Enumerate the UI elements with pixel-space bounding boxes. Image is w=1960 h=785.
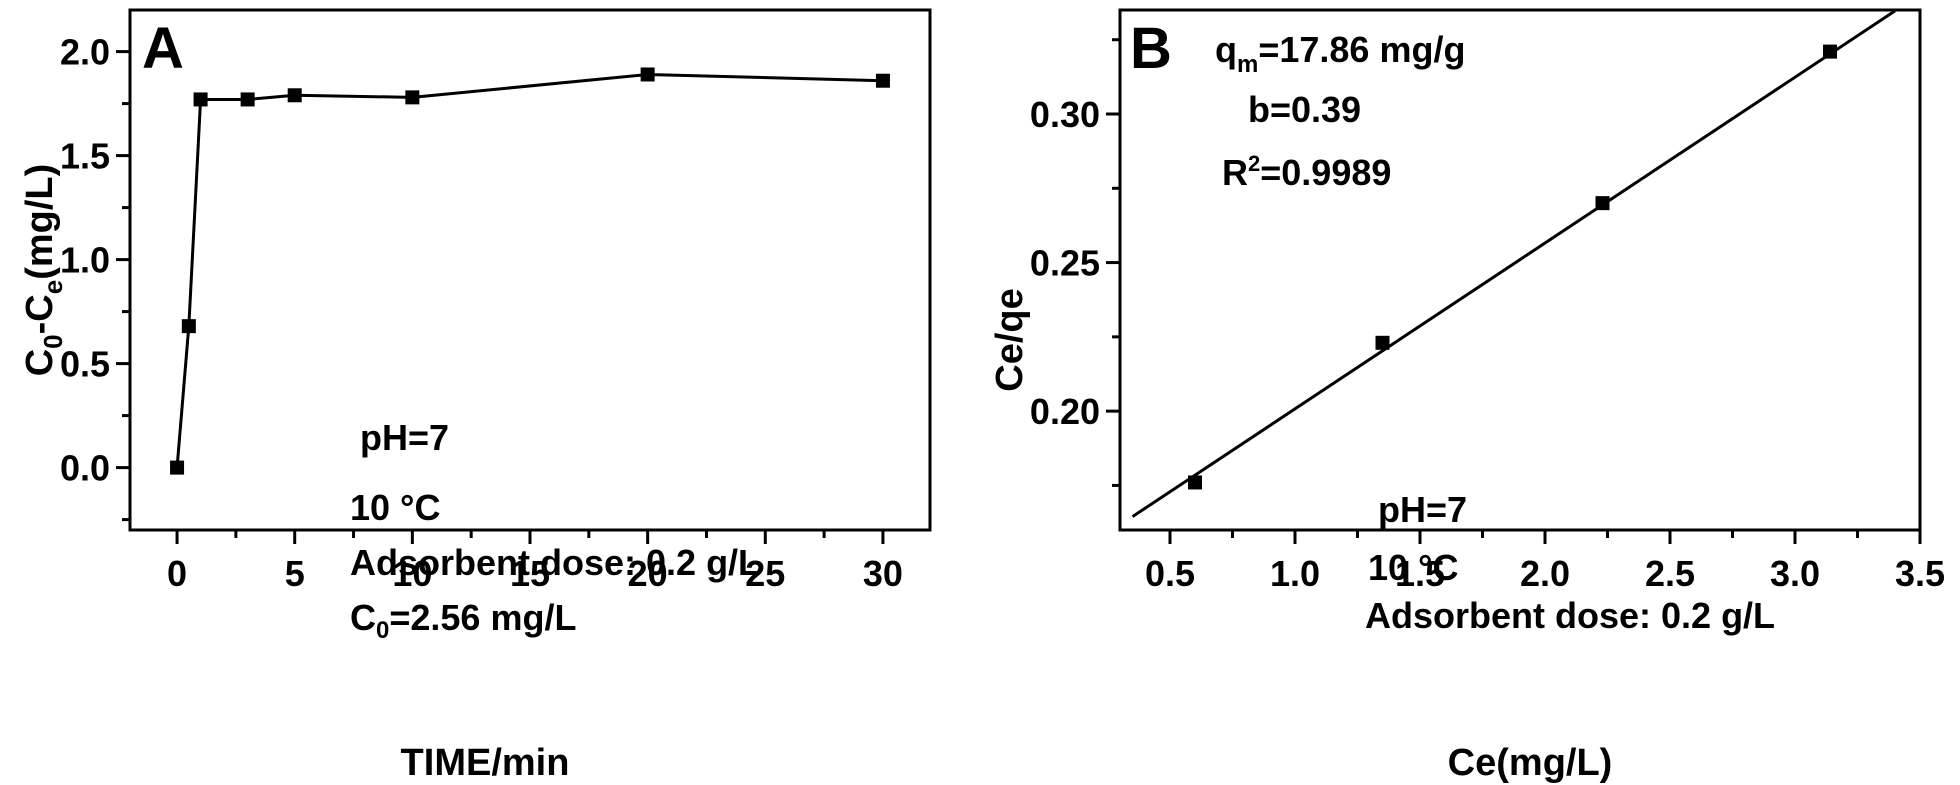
y-tick-label: 0.0: [60, 448, 110, 489]
panel-a-y-axis: 0.0 0.5 1.0 1.5 2.0: [60, 32, 130, 522]
data-point: [1595, 196, 1610, 211]
series-line: [175, 72, 883, 468]
panel-b-annotation-b: b=0.39: [1248, 89, 1361, 130]
x-tick-label: 1.5: [1395, 553, 1445, 594]
x-tick-label: 1.0: [1270, 553, 1320, 594]
linear-fit-line: [1131, 9, 1896, 518]
data-point: [640, 67, 655, 82]
panel-b-annotation-qm: qm=17.86 mg/g: [1215, 29, 1465, 78]
y-tick-label: 0.20: [1030, 391, 1100, 432]
panel-b-plot-area: [1131, 9, 1896, 518]
y-tick-label: 2.0: [60, 32, 110, 73]
panel-b-annotation-dose: Adsorbent dose: 0.2 g/L: [1365, 595, 1775, 636]
x-tick-label: 0.5: [1145, 553, 1195, 594]
panel-a-annotation-ph: pH=7: [360, 417, 449, 458]
panel-a-plot-area: [170, 67, 890, 475]
panel-a-x-axis-label: TIME/min: [401, 742, 570, 784]
x-tick-label: 2.5: [1645, 553, 1695, 594]
panel-a: 0 5 10 15 20 25 30 0.00.51.01.52.0 A TIME/min …: [19, 8, 932, 784]
data-point: [193, 92, 208, 107]
x-tick-label: 5: [285, 553, 305, 594]
panel-b-y-axis: 0.20 0.25 0.30: [1030, 38, 1120, 487]
panel-a-label: A: [142, 16, 184, 81]
data-point: [1823, 44, 1837, 59]
panel-b: 0.5 1.0 1.5 2.0 2.5 3.0 3.5 0.20 0.25 0.30 B Ce(…: [989, 8, 1945, 784]
panel-a-frame: [128, 8, 932, 532]
x-tick-label: 20: [628, 553, 668, 594]
data-point: [1375, 335, 1390, 350]
data-point: [287, 88, 302, 103]
panel-a-annotation-c0: C0=2.56 mg/L: [350, 597, 576, 644]
panel-a-annotation-temperature: 10 °C: [350, 487, 440, 528]
x-tick-label: 30: [863, 553, 903, 594]
y-tick-label: 0.5: [60, 344, 110, 385]
panel-b-label: B: [1130, 16, 1172, 81]
data-point: [875, 73, 890, 88]
x-tick-label: 10: [392, 553, 432, 594]
y-tick-label: 1.5: [60, 136, 110, 177]
data-point: [1188, 475, 1202, 490]
panel-b-annotation-ph: pH=7: [1378, 489, 1467, 530]
data-point: [170, 460, 185, 475]
x-tick-label: 2.0: [1520, 553, 1570, 594]
x-tick-label: 15: [510, 553, 550, 594]
x-tick-label: 25: [745, 553, 785, 594]
x-tick-label: 3.0: [1770, 553, 1820, 594]
y-tick-label: 1.0: [60, 240, 110, 281]
x-tick-label: 3.5: [1895, 553, 1945, 594]
panel-a-annotation-dose: Adsorbent dose: 0.2 g/L: [350, 542, 760, 583]
panel-b-annotation-temperature: 10 °C: [1368, 547, 1458, 588]
panel-b-x-axis-label: Ce(mg/L): [1448, 742, 1613, 784]
x-tick-label: 0: [167, 553, 187, 594]
panel-b-frame: [1118, 8, 1922, 532]
panel-a-x-axis: 0 5 10 15 20 25 30: [167, 530, 903, 594]
y-tick-label: 0.25: [1030, 243, 1100, 284]
data-point: [405, 90, 420, 105]
panel-b-y-axis-label: Ce/qe: [989, 288, 1031, 391]
data-point: [181, 319, 196, 334]
panel-b-annotation-r2: R2=0.9989: [1222, 151, 1391, 193]
panel-a-y-axis-label: C0-Ce(mg/L): [19, 164, 68, 377]
data-point: [240, 92, 255, 107]
y-tick-label: 0.30: [1030, 94, 1100, 135]
panel-b-x-axis: 0.5 1.0 1.5 2.0 2.5 3.0 3.5: [1145, 530, 1945, 594]
